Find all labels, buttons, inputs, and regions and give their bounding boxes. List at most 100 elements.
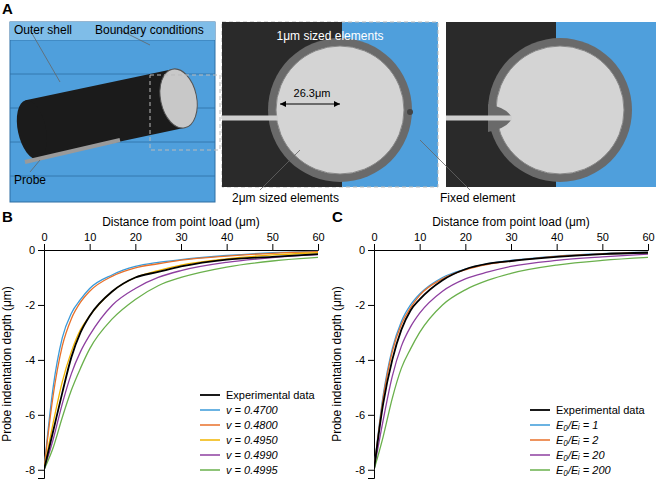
axis-line xyxy=(368,251,375,479)
tick-label: 0 xyxy=(359,244,365,256)
series-line xyxy=(374,254,648,470)
tick: -6 xyxy=(355,409,374,421)
series-line xyxy=(44,255,318,470)
tick-label: 50 xyxy=(597,231,609,243)
probe xyxy=(25,140,120,162)
tick-label: -4 xyxy=(355,354,365,366)
tick-mark xyxy=(38,470,44,471)
indented-panel xyxy=(446,22,656,187)
figure: AOuter shellBoundary conditions1μm sized… xyxy=(0,0,660,485)
legend-swatch xyxy=(200,424,220,426)
tick-mark xyxy=(368,250,374,251)
tick: 20 xyxy=(130,231,142,250)
tick-label: -4 xyxy=(25,354,35,366)
annotation: 26.3μm xyxy=(294,87,331,99)
tick-label: 60 xyxy=(312,231,324,243)
legend-swatch xyxy=(530,439,550,441)
inner-elements xyxy=(496,46,624,174)
tick-mark xyxy=(368,415,374,416)
outer-shell-end xyxy=(12,97,52,162)
leader-line xyxy=(260,150,300,190)
panel-label: C xyxy=(332,208,343,225)
tick: 40 xyxy=(221,231,233,250)
fixed-element-marker xyxy=(407,109,413,115)
legend-swatch xyxy=(530,469,550,471)
legend-label: v = 0.4950 xyxy=(226,434,279,446)
tick: 50 xyxy=(597,231,609,250)
axis-title: Probe indentation depth (μm) xyxy=(330,286,344,442)
tick-label: -2 xyxy=(355,299,365,311)
legend-label: v = 0.4995 xyxy=(226,464,279,476)
legend-label: Experimental data xyxy=(226,389,316,401)
annotation: Fixed element xyxy=(440,191,516,205)
tick-mark xyxy=(374,244,375,250)
tick-label: 0 xyxy=(371,231,377,243)
legend-swatch xyxy=(530,424,550,426)
tick: 0 xyxy=(359,244,374,256)
tick-label: -6 xyxy=(25,409,35,421)
tick-label: -8 xyxy=(355,464,365,476)
tick-label: 50 xyxy=(267,231,279,243)
annotation: 2μm sized elements xyxy=(232,191,339,205)
axis-title: Probe indentation depth (μm) xyxy=(0,286,14,442)
legend-swatch xyxy=(200,394,220,396)
legend-label: v = 0.4990 xyxy=(226,449,279,461)
tick-label: 10 xyxy=(414,231,426,243)
legend: Experimental datav = 0.4700v = 0.4800v =… xyxy=(200,389,316,476)
tick-mark xyxy=(368,470,374,471)
tick-mark xyxy=(602,244,603,250)
legend-swatch xyxy=(200,409,220,411)
tick-mark xyxy=(90,244,91,250)
tick-mark xyxy=(44,244,45,250)
boundary-top xyxy=(10,22,215,40)
series-line xyxy=(44,257,318,469)
tick: -4 xyxy=(355,354,374,366)
tick-mark xyxy=(318,244,319,250)
tick: 40 xyxy=(551,231,563,250)
boundary-block xyxy=(10,22,215,202)
annotation: Boundary conditions xyxy=(95,23,204,37)
tick-mark xyxy=(135,244,136,250)
tick-label: -6 xyxy=(355,409,365,421)
series-line xyxy=(374,252,648,470)
tick-mark xyxy=(181,244,182,250)
annotation: Probe xyxy=(14,173,46,187)
tick: 50 xyxy=(267,231,279,250)
tick-label: -2 xyxy=(25,299,35,311)
tick-mark xyxy=(368,360,374,361)
tick-mark xyxy=(38,360,44,361)
tick: 60 xyxy=(312,231,324,250)
axis-title: Distance from point load (μm) xyxy=(102,215,260,229)
legend-swatch xyxy=(200,469,220,471)
x-axis: 0102030405060 xyxy=(371,231,654,251)
tick: -8 xyxy=(25,464,44,476)
tick-label: 10 xyxy=(84,231,96,243)
zoom-panel xyxy=(222,22,438,187)
tick: 0 xyxy=(371,231,377,250)
tick: -4 xyxy=(25,354,44,366)
leader-line xyxy=(30,30,60,82)
series-line xyxy=(44,251,318,469)
series-line xyxy=(374,257,648,469)
series-line xyxy=(374,252,648,469)
tick-mark xyxy=(227,244,228,250)
axis-line xyxy=(45,244,319,251)
series-line xyxy=(374,253,648,470)
tick-mark xyxy=(648,244,649,250)
tick-mark xyxy=(557,244,558,250)
tick: -6 xyxy=(25,409,44,421)
zoom-box xyxy=(150,75,220,150)
legend-label: v = 0.4800 xyxy=(226,419,279,431)
tick: 30 xyxy=(175,231,187,250)
tick: 0 xyxy=(41,231,47,250)
tick: 0 xyxy=(29,244,44,256)
leader-line xyxy=(30,160,40,172)
legend-swatch xyxy=(200,439,220,441)
axis-line xyxy=(375,244,649,251)
tick-mark xyxy=(38,415,44,416)
panel-label: B xyxy=(2,208,13,225)
legend-label: E₀/Eᵢ = 2 xyxy=(556,434,598,446)
axis-title: Distance from point load (μm) xyxy=(432,215,590,229)
tick-label: -8 xyxy=(25,464,35,476)
tick: 10 xyxy=(414,231,426,250)
